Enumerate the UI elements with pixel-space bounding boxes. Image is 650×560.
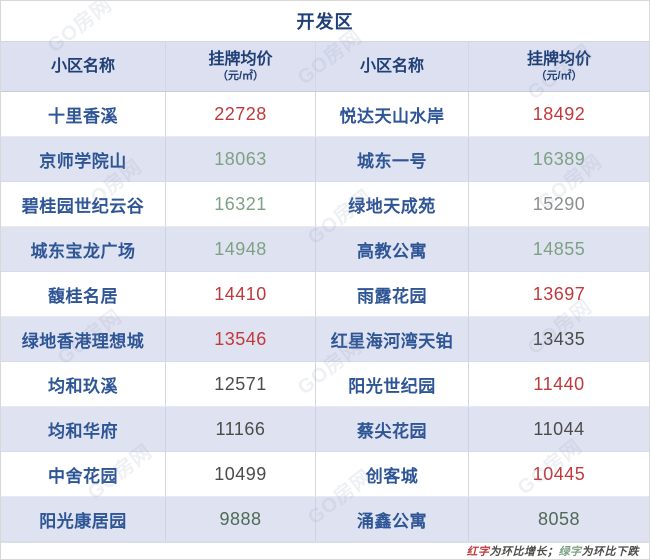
left-price-cell: 9888 xyxy=(166,497,316,541)
right-name-cell: 高教公寓 xyxy=(316,227,469,271)
left-price-cell: 16321 xyxy=(166,182,316,226)
left-price-cell: 14948 xyxy=(166,227,316,271)
table-title: 开发区 xyxy=(296,12,354,33)
header-price-left-unit: （元/㎡） xyxy=(216,70,265,83)
left-price-cell: 10499 xyxy=(166,452,316,496)
right-price-cell: 11044 xyxy=(533,418,585,439)
table-row: 均和华府 11166 蔡尖花园 11044 xyxy=(1,407,649,452)
header-name-left-label: 小区名称 xyxy=(50,58,115,76)
left-name-cell: 十里香溪 xyxy=(1,92,166,136)
header-price-right: 挂牌均价 （元/㎡） xyxy=(469,42,649,91)
right-price-cell: 14855 xyxy=(532,238,586,259)
table-row: 十里香溪 22728 悦达天山水岸 18492 xyxy=(1,92,649,137)
right-name-cell: 雨露花园 xyxy=(316,272,469,316)
header-name-right: 小区名称 xyxy=(316,42,469,91)
right-name-cell: 阳光世纪园 xyxy=(316,362,469,406)
table-body: 十里香溪 22728 悦达天山水岸 18492 京师学院山 18063 城东一号 16389 碧… xyxy=(1,92,649,542)
table-row: 绿地香港理想城 13546 红星海河湾天铂 13435 xyxy=(1,317,649,362)
left-name-cell: 均和玖溪 xyxy=(1,362,166,406)
table-title-row: 开发区 xyxy=(1,1,649,43)
right-price-cell: 13435 xyxy=(532,328,586,349)
table-row: 均和玖溪 12571 阳光世纪园 11440 xyxy=(1,362,649,407)
left-price-cell: 14410 xyxy=(166,272,316,316)
left-name-cell: 绿地香港理想城 xyxy=(1,317,166,361)
table-row: 馥桂名居 14410 雨露花园 13697 xyxy=(1,272,649,317)
right-name-cell: 创客城 xyxy=(316,452,469,496)
header-price-left: 挂牌均价 （元/㎡） xyxy=(166,42,316,91)
table-row: 中舍花园 10499 创客城 10445 xyxy=(1,452,649,497)
header-price-right-unit: （元/㎡） xyxy=(535,70,583,83)
footer-row: 红字为环比增长；绿字为环比下跌 xyxy=(1,542,649,559)
right-name-cell: 绿地天成苑 xyxy=(316,182,469,226)
header-name-right-label: 小区名称 xyxy=(359,58,424,76)
left-name-cell: 中舍花园 xyxy=(1,452,166,496)
table-row: 阳光康居园 9888 涌鑫公寓 8058 xyxy=(1,497,649,542)
left-name-cell: 均和华府 xyxy=(1,407,166,451)
right-name-cell: 城东一号 xyxy=(316,137,469,181)
left-name-cell: 阳光康居园 xyxy=(1,497,166,541)
right-name-cell: 悦达天山水岸 xyxy=(316,92,469,136)
right-price-cell: 8058 xyxy=(537,508,581,529)
left-price-cell: 22728 xyxy=(166,92,316,136)
right-price-cell: 16389 xyxy=(532,148,586,169)
table-row: 京师学院山 18063 城东一号 16389 xyxy=(1,137,649,182)
left-price-cell: 12571 xyxy=(166,362,316,406)
header-name-left: 小区名称 xyxy=(1,42,166,91)
footer-note-segment: 红字 xyxy=(466,545,490,558)
table-row: 城东宝龙广场 14948 高教公寓 14855 xyxy=(1,227,649,272)
right-price-cell: 10445 xyxy=(532,463,586,484)
left-name-cell: 碧桂园世纪云谷 xyxy=(1,182,166,226)
right-price-cell: 18492 xyxy=(532,103,586,124)
left-price-cell: 18063 xyxy=(166,137,316,181)
left-name-cell: 馥桂名居 xyxy=(1,272,166,316)
right-name-cell: 蔡尖花园 xyxy=(316,407,469,451)
left-name-cell: 京师学院山 xyxy=(1,137,166,181)
left-price-cell: 11166 xyxy=(166,407,316,451)
left-price-cell: 13546 xyxy=(166,317,316,361)
table-row: 碧桂园世纪云谷 16321 绿地天成苑 15290 xyxy=(1,182,649,227)
header-price-left-label: 挂牌均价 xyxy=(208,51,273,69)
right-price-cell: 11440 xyxy=(533,373,585,394)
right-price-cell: 13697 xyxy=(532,283,586,304)
footer-note-segment: 为环比增长； xyxy=(489,545,559,558)
left-name-cell: 城东宝龙广场 xyxy=(1,227,166,271)
footer-note: 红字为环比增长；绿字为环比下跌 xyxy=(467,543,640,559)
right-price-cell: 15290 xyxy=(532,193,586,214)
right-name-cell: 红星海河湾天铂 xyxy=(316,317,469,361)
header-price-right-label: 挂牌均价 xyxy=(526,51,591,69)
footer-note-segment: 绿字 xyxy=(558,545,582,558)
right-name-cell: 涌鑫公寓 xyxy=(316,497,469,541)
footer-note-segment: 为环比下跌 xyxy=(581,545,639,558)
table-header-row: 小区名称 挂牌均价 （元/㎡） 小区名称 挂牌均价 （元/㎡） xyxy=(1,42,649,92)
